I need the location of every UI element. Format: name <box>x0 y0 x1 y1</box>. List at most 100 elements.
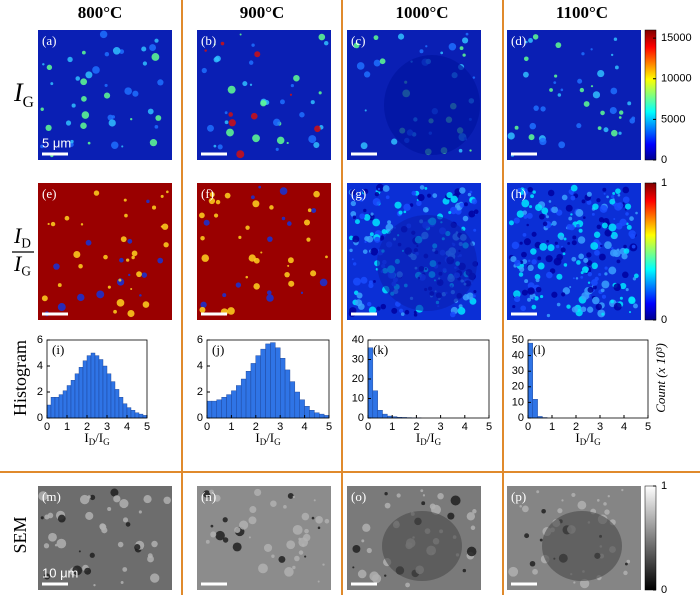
image-texture <box>149 138 158 147</box>
image-texture <box>507 132 515 140</box>
image-texture <box>590 85 594 88</box>
image-texture <box>382 185 390 192</box>
image-texture <box>531 231 537 237</box>
x-tick-label: 4 <box>462 421 468 433</box>
image-texture <box>610 247 614 250</box>
image-texture <box>204 49 207 52</box>
image-texture <box>606 195 609 199</box>
bar <box>280 358 286 419</box>
image-texture <box>166 190 169 194</box>
image-texture <box>608 266 617 275</box>
image-texture <box>519 241 523 245</box>
image-texture <box>292 495 295 499</box>
image-texture <box>447 512 455 520</box>
image-texture <box>242 81 248 87</box>
image-texture <box>466 292 474 300</box>
image-texture <box>120 236 127 243</box>
image-texture <box>593 231 601 238</box>
image-texture <box>448 210 452 215</box>
image-texture <box>93 584 96 587</box>
image-texture <box>54 544 58 547</box>
image-texture <box>357 303 365 310</box>
image-texture <box>81 96 87 102</box>
image-texture <box>356 292 363 299</box>
image-texture <box>352 277 361 286</box>
image-texture <box>528 38 533 43</box>
image-texture <box>280 99 285 105</box>
image-texture <box>595 303 602 311</box>
image-texture <box>157 79 164 86</box>
image-texture <box>449 206 458 215</box>
image-texture <box>367 301 372 307</box>
bar <box>382 413 388 419</box>
image-texture <box>537 262 545 270</box>
bar <box>62 390 68 419</box>
image-texture <box>521 505 529 513</box>
image-texture <box>604 509 610 515</box>
image-texture <box>587 306 594 313</box>
image-texture <box>592 91 601 99</box>
label-sub: G <box>21 264 31 279</box>
image-texture <box>107 285 111 289</box>
image-texture <box>300 291 304 294</box>
image-texture <box>287 492 294 499</box>
image-texture <box>112 47 121 55</box>
image-texture <box>473 290 477 294</box>
image-texture <box>113 309 117 314</box>
image-texture <box>555 42 562 49</box>
image-texture <box>85 511 94 520</box>
image-texture <box>610 87 618 95</box>
label-part: /I <box>427 430 435 445</box>
image-texture <box>201 67 207 74</box>
image-texture <box>462 37 469 44</box>
image-texture <box>56 538 67 549</box>
image-texture <box>583 101 590 107</box>
y-tick-label: 40 <box>352 334 364 346</box>
image-texture <box>578 228 583 233</box>
image-texture <box>570 191 574 196</box>
image-texture <box>510 255 517 263</box>
image-texture <box>160 194 164 198</box>
image-texture <box>215 199 221 205</box>
image-texture <box>356 62 365 70</box>
image-texture <box>139 294 142 297</box>
bar <box>216 399 222 419</box>
image-texture <box>528 134 535 141</box>
image-texture <box>537 256 542 261</box>
image-texture <box>403 210 407 214</box>
y-tick-label: 2 <box>197 386 203 398</box>
image-texture <box>419 49 424 54</box>
image-texture <box>132 90 139 97</box>
x-tick-label: 5 <box>486 421 492 433</box>
bar <box>240 378 247 419</box>
image-texture <box>93 190 100 196</box>
image-texture <box>270 500 277 507</box>
image-texture <box>352 262 357 266</box>
image-texture <box>608 223 617 232</box>
image-texture <box>569 286 572 289</box>
image-texture <box>111 141 119 149</box>
image-texture <box>546 271 553 279</box>
image-texture <box>147 108 154 115</box>
image-texture <box>422 494 426 497</box>
image-texture <box>224 120 229 125</box>
image-texture <box>596 499 600 502</box>
image-texture <box>151 53 160 61</box>
bar <box>377 410 383 419</box>
image-texture <box>617 193 621 197</box>
image-texture <box>163 496 171 505</box>
image-texture <box>232 542 242 552</box>
bar <box>304 406 310 419</box>
image-texture <box>540 106 546 112</box>
image-texture <box>463 202 468 207</box>
image-texture <box>289 93 293 96</box>
image-texture <box>626 559 631 564</box>
image-texture <box>631 116 636 121</box>
image-texture <box>372 197 381 206</box>
image-texture <box>249 506 257 514</box>
image-texture <box>527 186 533 193</box>
image-texture <box>352 235 360 243</box>
image-texture <box>120 580 124 584</box>
image-texture <box>203 490 211 498</box>
image-texture <box>205 539 210 544</box>
